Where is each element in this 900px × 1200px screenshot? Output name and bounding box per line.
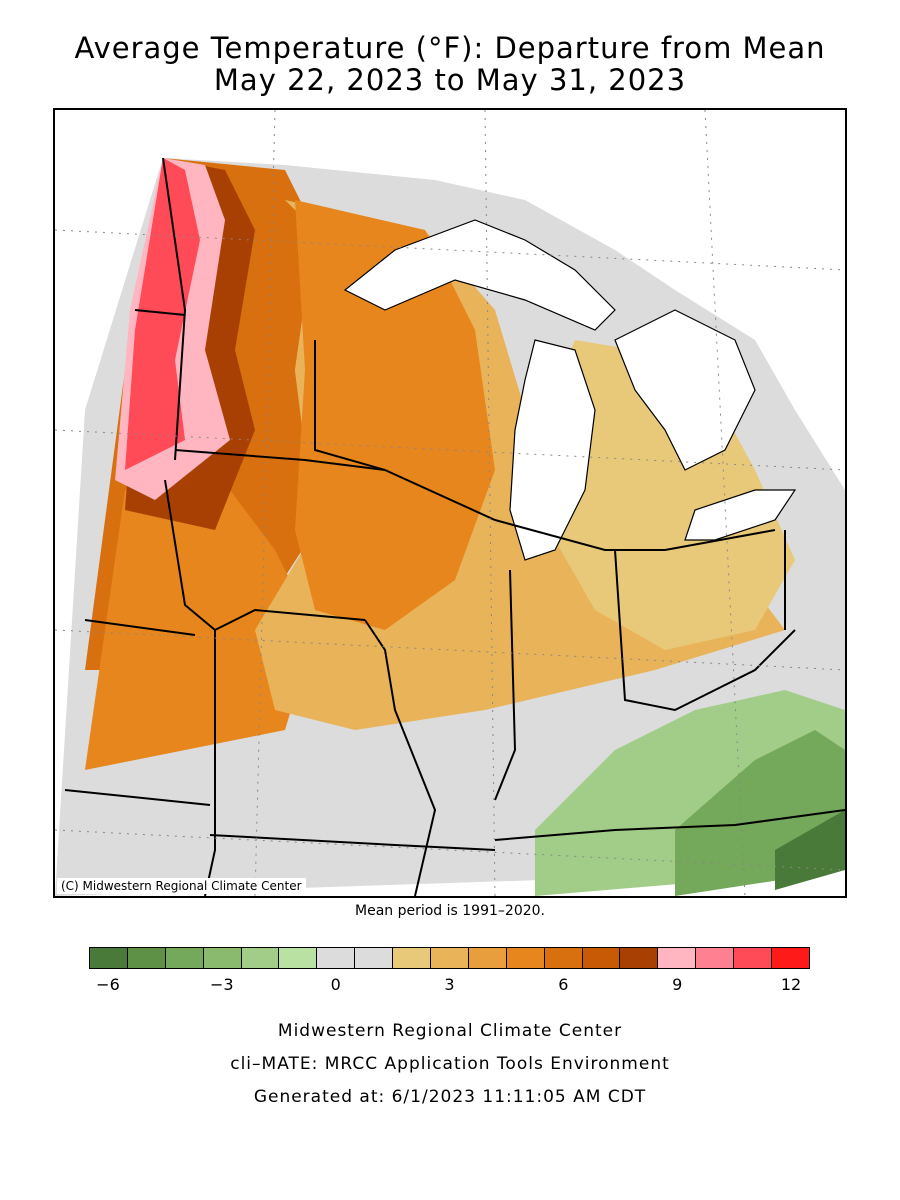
legend-swatch [203, 948, 242, 968]
legend-tick-label: 3 [444, 975, 455, 994]
map-title: Average Temperature (°F): Departure from… [74, 31, 826, 65]
legend-swatch [90, 948, 128, 968]
mean-period-note: Mean period is 1991–2020. [355, 903, 545, 919]
map-date-range: May 22, 2023 to May 31, 2023 [213, 63, 687, 97]
footer-tool: cli–MATE: MRCC Application Tools Environ… [230, 1054, 670, 1074]
legend-swatch [506, 948, 545, 968]
legend-swatch [241, 948, 280, 968]
map-credit: (C) Midwestern Regional Climate Center [57, 878, 306, 894]
legend-swatch [431, 948, 469, 968]
legend-tick-label: 12 [780, 975, 802, 994]
legend-swatch [734, 948, 773, 968]
legend-tick-label: 9 [672, 975, 683, 994]
map-panel: (C) Midwestern Regional Climate Center [53, 108, 847, 898]
footer-generated: Generated at: 6/1/2023 11:11:05 AM CDT [253, 1087, 647, 1107]
color-legend [89, 947, 810, 969]
legend-swatch [620, 948, 659, 968]
zone-warm-west [85, 470, 315, 770]
legend-tick-label: 0 [330, 975, 341, 994]
zone-tan [535, 340, 795, 650]
legend-swatch [544, 948, 583, 968]
legend-tick-label: −3 [210, 975, 234, 994]
legend-ticks: −6 −3 0 3 6 9 12 [0, 975, 900, 999]
zone-green-darkest [775, 810, 845, 890]
legend-swatch [468, 948, 507, 968]
legend-swatch [696, 948, 735, 968]
lake-huron [614, 309, 756, 471]
zone-orange-strong [295, 200, 495, 630]
footer-org: Midwestern Regional Climate Center [277, 1021, 623, 1041]
zone-red [125, 158, 200, 470]
legend-swatch [279, 948, 318, 968]
legend-swatch [165, 948, 204, 968]
lake-erie [684, 489, 797, 541]
graticule [55, 110, 845, 896]
temperature-departure-map [55, 110, 845, 896]
legend-swatch [772, 948, 809, 968]
legend-swatch [658, 948, 697, 968]
legend-swatch [582, 948, 621, 968]
legend-tick-label: −6 [96, 975, 120, 994]
legend-tick-label: 6 [558, 975, 569, 994]
legend-swatch [127, 948, 166, 968]
lake-michigan [509, 339, 596, 561]
legend-swatch [355, 948, 394, 968]
canada-region [163, 110, 845, 490]
legend-swatch [317, 948, 356, 968]
state-boundaries [64, 157, 845, 896]
legend-swatch [393, 948, 432, 968]
lake-superior [343, 219, 616, 331]
